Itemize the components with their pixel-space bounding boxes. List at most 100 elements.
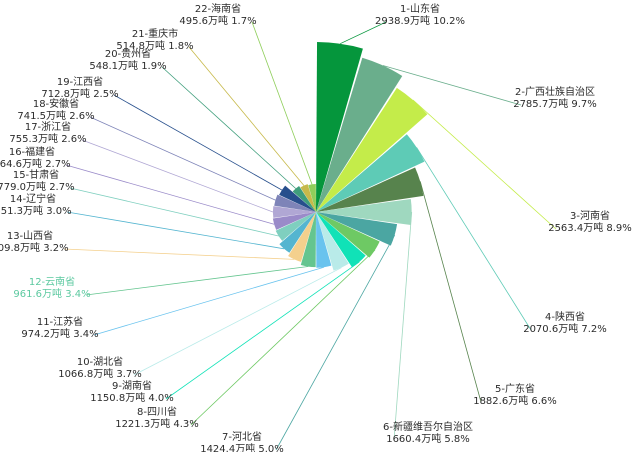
leader-line-21 (188, 46, 305, 186)
slice-label-name: 20-贵州省 (105, 47, 151, 60)
slice-label-7: 7-河北省 1424.4万吨 5.0% (200, 430, 284, 452)
leader-line-18 (89, 116, 276, 201)
slice-16 (272, 212, 316, 230)
slice-label-22: 22-海南省 495.6万吨 1.7% (179, 2, 256, 27)
slice-label-name: 16-福建省 (9, 145, 55, 158)
leader-line-9 (165, 261, 360, 400)
slice-label-value: 1660.4万吨 5.8% (386, 432, 470, 445)
slice-label-value: 1066.8万吨 3.7% (58, 367, 142, 380)
slice-label-15: 15-甘肃省 779.0万吨 2.7% (0, 168, 75, 193)
slice-7 (316, 212, 398, 246)
slice-2 (316, 57, 403, 213)
leader-line-10 (133, 267, 342, 376)
slice-15 (275, 212, 316, 241)
slice-label-3: 3-河南省 2563.4万吨 8.9% (548, 209, 632, 234)
slice-label-name: 7-河北省 (222, 430, 262, 443)
slice-label-value: 851.3万吨 3.0% (0, 204, 72, 217)
slice-label-5: 5-广东省 1882.6万吨 6.6% (473, 382, 557, 407)
slice-label-name: 21-重庆市 (132, 27, 178, 40)
slice-label-6: 6-新疆维吾尔自治区 1660.4万吨 5.8% (383, 420, 473, 445)
slice-label-value: 764.6万吨 2.7% (0, 157, 71, 170)
slice-label-name: 19-江西省 (57, 75, 103, 88)
slice-label-4: 4-陕西省 2070.6万吨 7.2% (523, 310, 607, 335)
leader-line-20 (161, 66, 296, 189)
slice-14 (279, 212, 316, 253)
slice-12 (300, 212, 316, 268)
slice-9 (316, 212, 366, 268)
leader-line-7 (275, 234, 396, 451)
slice-label-value: 2938.9万吨 10.2% (375, 14, 465, 27)
leader-line-5 (419, 181, 482, 403)
leader-line-3 (412, 99, 557, 230)
slice-label-name: 11-江苏省 (37, 315, 83, 328)
slice-label-name: 13-山西省 (7, 229, 53, 242)
slice-label-value: 1882.6万吨 6.6% (473, 394, 557, 407)
slice-label-10: 10-湖北省 1066.8万吨 3.7% (58, 355, 142, 380)
slice-label-name: 14-辽宁省 (10, 192, 56, 205)
leader-line-16 (65, 164, 275, 225)
leader-line-19 (113, 94, 282, 191)
slice-19 (279, 185, 316, 212)
leader-line-8 (190, 249, 376, 426)
slice-label-value: 974.2万吨 3.4% (21, 327, 98, 340)
slice-3 (316, 87, 428, 212)
leader-line-13 (63, 248, 295, 260)
slice-label-name: 22-海南省 (195, 2, 241, 15)
slice-label-18: 18-安徽省 741.5万吨 2.6% (17, 97, 94, 122)
slice-label-value: 741.5万吨 2.6% (17, 109, 94, 122)
slice-21 (300, 184, 316, 212)
leader-line-4 (416, 147, 532, 331)
slice-label-value: 495.6万吨 1.7% (179, 14, 256, 27)
slice-label-value: 548.1万吨 1.9% (89, 59, 166, 72)
slice-13 (288, 212, 316, 262)
slice-label-name: 10-湖北省 (77, 355, 123, 368)
leader-line-17 (81, 139, 274, 213)
slice-label-name: 3-河南省 (570, 209, 610, 222)
slice-label-value: 1424.4万吨 5.0% (200, 442, 284, 452)
slice-label-value: 712.8万吨 2.5% (41, 87, 118, 100)
leader-line-12 (85, 266, 309, 296)
slice-label-name: 1-山东省 (400, 2, 440, 15)
slice-label-value: 755.3万吨 2.6% (9, 132, 86, 145)
slice-label-17: 17-浙江省 755.3万吨 2.6% (9, 120, 86, 145)
leader-line-22 (251, 21, 313, 185)
slice-label-21: 21-重庆市 514.8万吨 1.8% (116, 27, 193, 52)
slice-label-value: 909.8万吨 3.2% (0, 241, 69, 254)
slice-5 (316, 167, 424, 212)
leader-line-11 (93, 266, 325, 336)
slice-label-20: 20-贵州省 548.1万吨 1.9% (89, 47, 166, 72)
leader-line-1 (340, 21, 387, 45)
slice-6 (316, 198, 412, 226)
slice-17 (272, 206, 316, 218)
slice-label-name: 2-广西壮族自治区 (515, 85, 595, 98)
slice-label-name: 5-广东省 (495, 382, 535, 395)
rose-slices (272, 42, 428, 271)
slice-label-value: 2070.6万吨 7.2% (523, 322, 607, 335)
slice-8 (316, 212, 380, 258)
slice-label-name: 6-新疆维吾尔自治区 (383, 420, 473, 433)
slice-label-value: 779.0万吨 2.7% (0, 180, 75, 193)
leader-lines (63, 21, 557, 451)
leader-line-6 (393, 211, 413, 441)
slice-label-value: 514.8万吨 1.8% (116, 39, 193, 52)
leader-line-14 (66, 211, 285, 250)
slice-label-value: 1150.8万吨 4.0% (90, 391, 174, 404)
slice-label-11: 11-江苏省 974.2万吨 3.4% (21, 315, 98, 340)
slice-label-value: 961.6万吨 3.4% (13, 287, 90, 300)
slice-label-19: 19-江西省 712.8万吨 2.5% (41, 75, 118, 100)
leader-line-2 (382, 65, 522, 106)
slice-1 (316, 42, 363, 212)
slice-label-14: 14-辽宁省 851.3万吨 3.0% (0, 192, 72, 217)
slice-label-9: 9-湖南省 1150.8万吨 4.0% (90, 379, 174, 404)
slice-label-name: 12-云南省 (29, 275, 75, 288)
slice-18 (274, 194, 316, 212)
slice-label-name: 17-浙江省 (25, 120, 71, 133)
slice-label-name: 15-甘肃省 (13, 168, 59, 181)
slice-10 (316, 212, 349, 271)
slice-label-name: 9-湖南省 (112, 379, 152, 392)
slice-label-8: 8-四川省 1221.3万吨 4.3% (115, 405, 199, 430)
slice-label-2: 2-广西壮族自治区 2785.7万吨 9.7% (513, 85, 597, 110)
slice-label-value: 2563.4万吨 8.9% (548, 221, 632, 234)
